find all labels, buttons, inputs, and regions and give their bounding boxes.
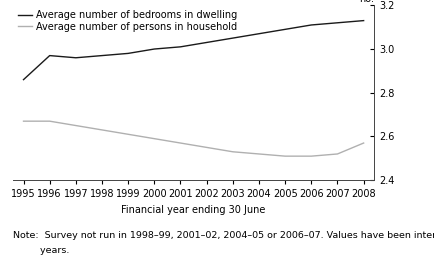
X-axis label: Financial year ending 30 June: Financial year ending 30 June — [121, 205, 265, 215]
Average number of bedrooms in dwelling — [125, 52, 131, 55]
Average number of bedrooms in dwelling — [204, 41, 209, 44]
Average number of persons in household — [282, 154, 287, 158]
Average number of bedrooms in dwelling — [99, 54, 104, 57]
Average number of persons in household — [178, 142, 183, 145]
Average number of bedrooms in dwelling — [360, 19, 365, 22]
Average number of bedrooms in dwelling — [21, 78, 26, 81]
Average number of persons in household — [256, 152, 261, 156]
Average number of persons in household — [21, 120, 26, 123]
Average number of persons in household — [308, 154, 313, 158]
Average number of bedrooms in dwelling — [73, 56, 78, 59]
Average number of bedrooms in dwelling — [47, 54, 52, 57]
Average number of bedrooms in dwelling — [151, 47, 157, 51]
Text: years.: years. — [13, 246, 69, 255]
Average number of persons in household — [151, 137, 157, 140]
Average number of persons in household — [47, 120, 52, 123]
Line: Average number of persons in household: Average number of persons in household — [23, 121, 363, 156]
Average number of bedrooms in dwelling — [282, 28, 287, 31]
Average number of persons in household — [204, 146, 209, 149]
Average number of persons in household — [99, 128, 104, 131]
Average number of persons in household — [334, 152, 339, 156]
Line: Average number of bedrooms in dwelling: Average number of bedrooms in dwelling — [23, 21, 363, 80]
Average number of persons in household — [73, 124, 78, 127]
Average number of bedrooms in dwelling — [256, 32, 261, 35]
Text: no.: no. — [358, 0, 373, 3]
Legend: Average number of bedrooms in dwelling, Average number of persons in household: Average number of bedrooms in dwelling, … — [18, 10, 237, 32]
Average number of bedrooms in dwelling — [230, 37, 235, 40]
Average number of persons in household — [125, 133, 131, 136]
Average number of persons in household — [230, 150, 235, 153]
Average number of bedrooms in dwelling — [178, 45, 183, 48]
Average number of bedrooms in dwelling — [308, 23, 313, 27]
Average number of persons in household — [360, 142, 365, 145]
Text: Note:  Survey not run in 1998–99, 2001–02, 2004–05 or 2006–07. Values have been : Note: Survey not run in 1998–99, 2001–02… — [13, 231, 434, 240]
Average number of bedrooms in dwelling — [334, 21, 339, 24]
